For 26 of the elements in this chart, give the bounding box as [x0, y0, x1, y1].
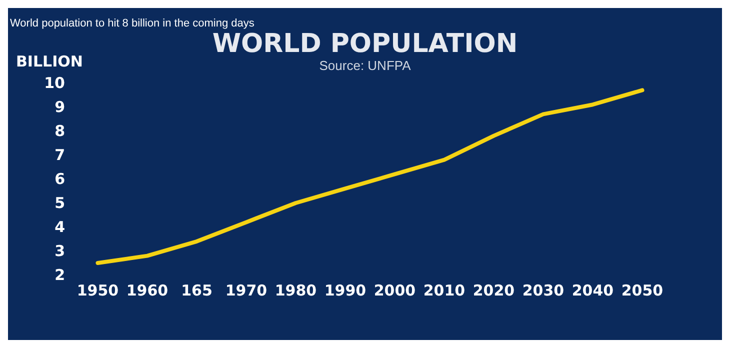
x-tick-label: 2020 — [472, 282, 515, 300]
x-tick-label: 1950 — [76, 282, 119, 300]
y-tick-label: 8 — [54, 122, 65, 140]
x-tick-label: 2010 — [423, 282, 466, 300]
x-tick-label: 2040 — [572, 282, 614, 300]
x-tick-label: 2050 — [621, 282, 664, 300]
y-tick-label: 6 — [54, 170, 65, 188]
x-tick-label: 1960 — [126, 282, 168, 300]
chart-title: WORLD POPULATION — [212, 29, 518, 59]
x-tick-label: 165 — [181, 282, 212, 300]
x-tick-label: 1980 — [274, 282, 317, 300]
x-tick-label: 2030 — [522, 282, 564, 300]
y-tick-label: 3 — [54, 242, 65, 260]
y-tick-label: 2 — [54, 266, 65, 284]
y-tick-label: 5 — [54, 194, 65, 212]
chart-subtitle: Source: UNFPA — [319, 58, 412, 73]
x-tick-label: 1970 — [225, 282, 268, 300]
text: World population to hit 8 billion in the coming days — [10, 18, 255, 30]
x-tick-label: 2000 — [374, 282, 416, 300]
y-tick-label: 4 — [54, 218, 65, 236]
line-series — [96, 88, 644, 265]
y-tick-label: 9 — [54, 98, 65, 116]
y-tick-label: 10 — [44, 74, 65, 92]
y-tick-label: 7 — [54, 146, 65, 164]
y-axis-title: BILLION — [16, 52, 83, 70]
x-tick-label: 1990 — [324, 282, 366, 300]
